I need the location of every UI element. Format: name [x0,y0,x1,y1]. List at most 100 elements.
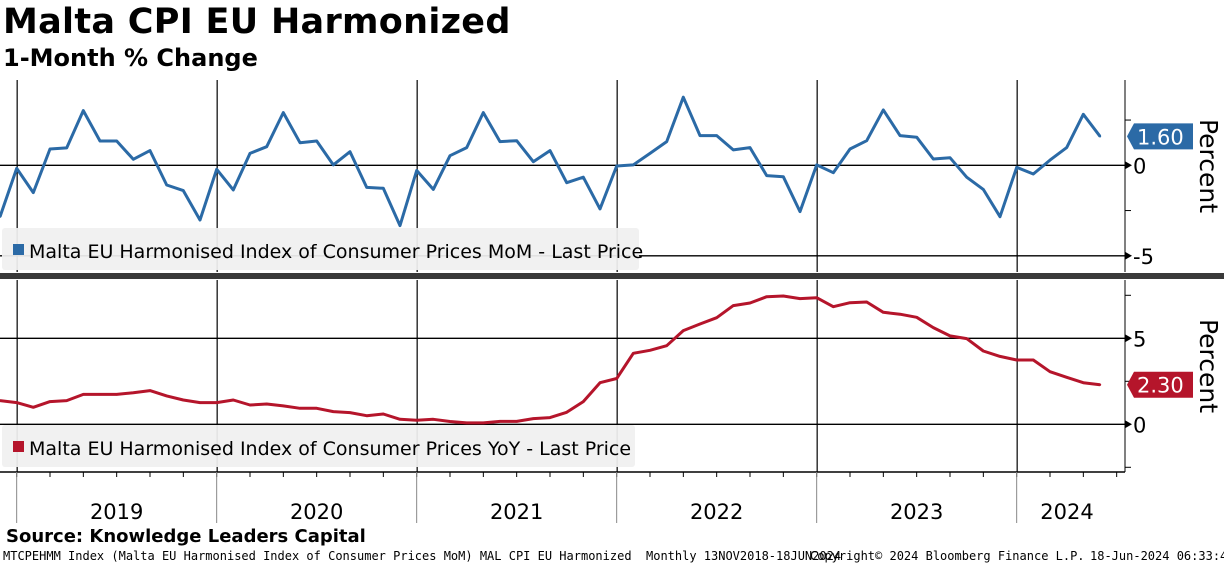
data-point [765,295,768,298]
data-point [582,176,585,179]
data-point [582,400,585,403]
tick-arrow [1125,251,1132,260]
data-point [948,334,952,338]
data-point [832,305,835,308]
data-point [432,188,435,191]
x-year-label: 2023 [890,500,943,524]
data-point [148,149,152,152]
data-point [798,210,802,213]
data-point [982,349,985,353]
source-note: Source: Knowledge Leaders Capital [6,526,366,547]
data-point [898,313,902,316]
data-point [315,139,318,143]
data-point [632,163,635,167]
data-point [1015,358,1018,362]
data-point [882,311,885,314]
data-point [98,139,102,143]
data-point [332,163,335,167]
data-point [365,186,368,189]
last-value-label: 1.60 [1137,125,1184,149]
data-point [865,300,868,304]
data-point [515,420,518,423]
data-point [115,393,118,396]
y-tick-label: -5 [1133,245,1154,269]
data-point [665,140,668,143]
data-point [265,402,268,406]
data-point [698,134,702,137]
x-year-label: 2020 [290,500,343,524]
data-point [15,401,18,404]
legend-box [2,228,639,270]
data-point [98,393,102,396]
data-point [998,355,1002,358]
data-point [398,224,402,227]
panel-separator [0,273,1224,279]
data-point [415,419,418,422]
data-point [15,167,18,170]
data-point [0,215,2,218]
y-tick-label: 0 [1133,154,1146,178]
y-tick-label: 5 [1133,327,1146,351]
data-point [682,329,685,332]
data-point [498,420,502,423]
data-point [32,191,35,194]
legend-swatch [13,441,24,452]
data-point [798,297,802,300]
data-point [698,322,702,326]
data-point [982,188,985,191]
data-point [132,391,135,394]
data-point [298,141,302,144]
data-point [648,152,652,155]
data-point [215,168,218,171]
chart-title: Malta CPI EU Harmonized [3,2,511,42]
data-point [565,411,568,414]
data-point [65,399,68,402]
data-point [48,400,52,403]
data-point [782,175,785,178]
data-point [765,174,768,177]
data-point [598,207,602,211]
data-point [998,215,1002,218]
data-point [948,156,952,159]
data-point [348,150,352,153]
data-point [865,139,868,142]
data-point [65,146,68,150]
chart-subtitle: 1-Month % Change [3,44,258,72]
data-point [1082,381,1085,384]
data-point [1065,376,1068,379]
footer-description: MTCPEHMM Index (Malta EU Harmonised Inde… [3,549,842,563]
footer-copyright: Copyright© 2024 Bloomberg Finance L.P. [810,549,1085,563]
data-point [165,183,168,187]
data-point [198,401,202,404]
data-point [1032,358,1035,362]
data-point [48,147,52,151]
data-point [548,416,552,419]
data-point [215,401,218,404]
data-point [1015,166,1018,169]
data-point [482,421,485,425]
data-point [1048,158,1052,162]
data-point [848,301,852,304]
footer-timestamp: 18-Jun-2024 06:33:48 [1090,549,1224,563]
tick-arrow [1125,334,1132,343]
data-point [598,381,602,384]
data-point [332,410,335,413]
legend-swatch [13,244,24,255]
legend-label: Malta EU Harmonised Index of Consumer Pr… [29,438,631,460]
data-point [382,412,385,416]
data-point [415,169,418,172]
last-value-tag [1127,123,1193,150]
data-point [198,218,202,222]
x-year-label: 2019 [90,500,143,524]
data-point [748,301,752,305]
data-point [132,158,135,161]
data-point [932,157,935,161]
data-point [515,139,518,142]
data-point [782,294,785,298]
data-point [1082,113,1085,116]
data-point [298,407,302,410]
data-point [315,407,318,410]
data-point [532,160,535,163]
data-point [82,393,85,396]
